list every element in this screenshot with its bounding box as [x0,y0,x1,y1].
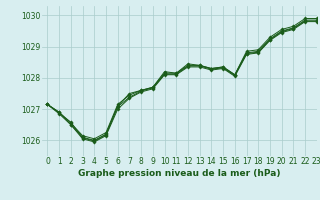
X-axis label: Graphe pression niveau de la mer (hPa): Graphe pression niveau de la mer (hPa) [78,169,280,178]
